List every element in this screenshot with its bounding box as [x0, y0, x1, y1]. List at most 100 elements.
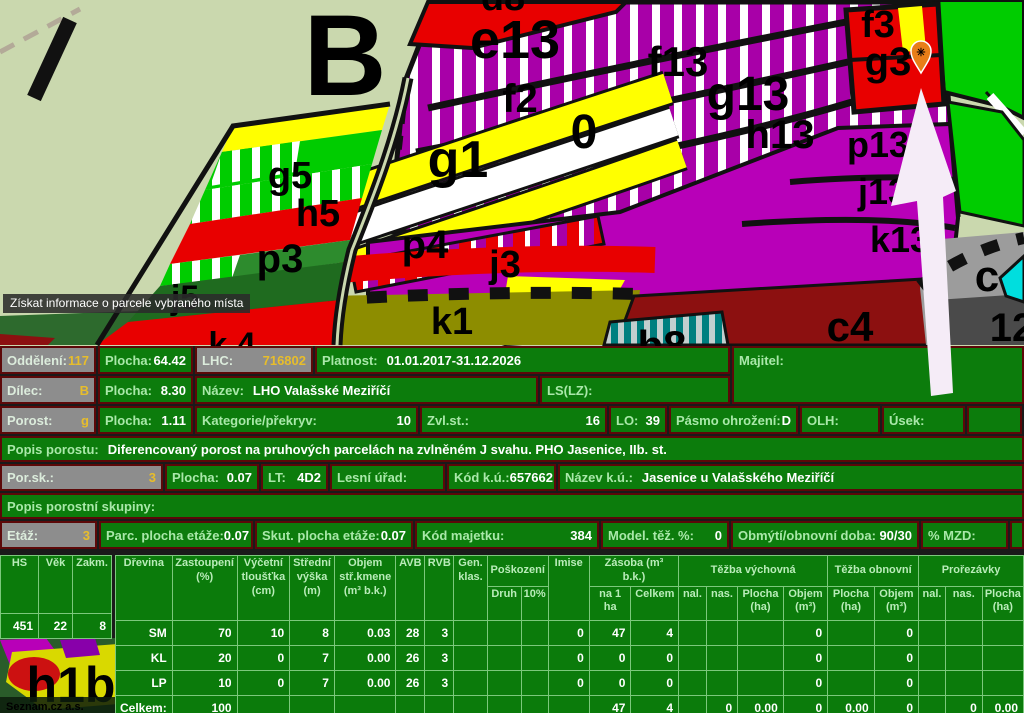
table-cell: [827, 619, 875, 646]
map-label-B: B: [303, 0, 386, 120]
table-cell: 3: [424, 669, 455, 696]
location-marker-icon[interactable]: ✳: [910, 40, 932, 75]
table-cell: [453, 619, 488, 646]
field-lesni-urad: Lesní úřad:: [330, 464, 445, 491]
table-cell: [944, 619, 983, 646]
table-cell: [827, 669, 875, 696]
field-label: Plocha:: [105, 412, 152, 428]
col-tv-objem: Objem (m³): [782, 585, 829, 621]
table-cell: [678, 619, 707, 646]
field-kategorie: Kategorie/překryv: 10: [195, 406, 418, 434]
table-cell: 0.00: [737, 694, 784, 713]
col-imise: Imise: [547, 555, 590, 621]
table-header-row: HS Věk Zakm.: [0, 555, 112, 614]
col-druh: Druh: [486, 585, 522, 621]
table-cell: 0: [873, 619, 920, 646]
table-cell: 0: [944, 694, 983, 713]
field-model-tez: Model. těž. %: 0: [601, 521, 729, 549]
watermark: Seznam.cz a.s.: [6, 701, 84, 713]
field-kod-majetku: Kód majetku: 384: [415, 521, 599, 549]
field-value: 3: [148, 470, 156, 485]
col-pr-nal: nal.: [918, 585, 946, 621]
field-label: Popis porostu:: [7, 441, 99, 457]
field-kod-ku: Kód k.ú.: 657662: [447, 464, 556, 491]
table-cell: 0: [873, 694, 920, 713]
col-zakm: Zakm.: [72, 555, 112, 614]
dashed-boundary-line: [0, 6, 82, 55]
parcel-j3: [338, 245, 656, 283]
parcel-b8: [602, 310, 730, 347]
field-label: Pásmo ohrožení:: [676, 412, 781, 428]
table-cell: [486, 669, 522, 696]
marker-star: ✳: [916, 47, 925, 59]
col-hs: HS: [0, 555, 39, 614]
field-label: Kód majetku:: [422, 527, 505, 543]
field-etaz: Etáž: 3: [0, 521, 97, 549]
field-label: Etáž:: [7, 527, 39, 543]
table-cell: KL: [115, 644, 173, 671]
field-majitel: Majitel:: [732, 346, 1024, 404]
field-label: Skut. plocha etáže:: [262, 527, 380, 543]
field-value: 1.11: [161, 412, 186, 428]
table-cell: [918, 644, 946, 671]
col-tv-nal: nal.: [678, 585, 707, 621]
table-cell: [737, 619, 784, 646]
table-group-header-row: Dřevina Zastoupení (%) Výčetní tloušťka …: [115, 555, 1024, 621]
table-cell: 0: [705, 694, 739, 713]
table-cell: 3: [424, 644, 455, 671]
map-label-k13: k13: [870, 219, 930, 260]
table-cell: [827, 644, 875, 671]
map-label-f3: f3: [861, 4, 895, 46]
table-cell: [981, 669, 1024, 696]
row-porost: Porost: g Plocha: 1.11 Kategorie/překryv: 1…: [0, 406, 1022, 434]
table-cell: 70: [171, 619, 238, 646]
parcel-k1: [326, 290, 640, 345]
field-value: 3: [82, 527, 90, 543]
table-cell: [918, 619, 946, 646]
field-plocha-dil: Plocha: 8.30: [98, 376, 193, 404]
field-nazev-ku: Název k.ú.: Jasenice u Valašského Meziříč…: [558, 464, 1024, 491]
table-cell: [705, 619, 739, 646]
table-cell: [678, 669, 707, 696]
table-cell: 0: [630, 669, 680, 696]
field-lhc: LHC: 716802: [195, 346, 313, 374]
table-cell: 3: [424, 619, 455, 646]
table-cell: 0.03: [333, 619, 397, 646]
table-cell: [289, 694, 335, 713]
field-label: Popis porostní skupiny:: [7, 498, 156, 514]
field-value: 4D2: [297, 470, 321, 485]
field-label: Obmýtí/obnovní doba:: [738, 527, 876, 543]
map-label-f13: f13: [648, 38, 709, 85]
table-cell: [486, 619, 522, 646]
band-divider: [427, 18, 847, 112]
table-cell: 0: [873, 644, 920, 671]
field-value: 01.01.2017-31.12.2026: [386, 352, 522, 368]
field-value: 90/30: [879, 527, 912, 543]
col-pr-plocha: Plocha (ha): [981, 585, 1024, 621]
table-cell: [395, 694, 426, 713]
field-popis-porostu: Popis porostu: Diferencovaný porost na pr…: [0, 436, 1024, 462]
table-cell: 7: [289, 644, 335, 671]
field-value: 64.42: [153, 352, 186, 368]
table-cell: 47: [588, 694, 632, 713]
table-cell: 100: [171, 694, 238, 713]
table-cell: [333, 694, 397, 713]
table-cell: 0.00: [827, 694, 875, 713]
row-porsk: Por.sk.: 3 Plocha: 0.07 LT: 4D2 Lesní úřad:…: [0, 464, 1024, 491]
field-value: 10: [396, 412, 411, 428]
table-cell: [486, 694, 522, 713]
table-cell: 8: [72, 613, 112, 639]
field-label: % MZD:: [928, 527, 976, 543]
table-cell: 0: [547, 644, 590, 671]
field-value: 0.07: [380, 527, 406, 543]
map-label-p4: p4: [402, 223, 449, 267]
field-value: 0: [714, 527, 722, 543]
map-label-g5: g5: [268, 155, 312, 197]
field-label: Platnost:: [322, 352, 378, 368]
field-mzd: % MZD:: [921, 521, 1008, 549]
table-cell: 0.00: [333, 669, 397, 696]
table-cell: [944, 644, 983, 671]
field-skut-plocha: Skut. plocha etáže: 0.07: [255, 521, 413, 549]
